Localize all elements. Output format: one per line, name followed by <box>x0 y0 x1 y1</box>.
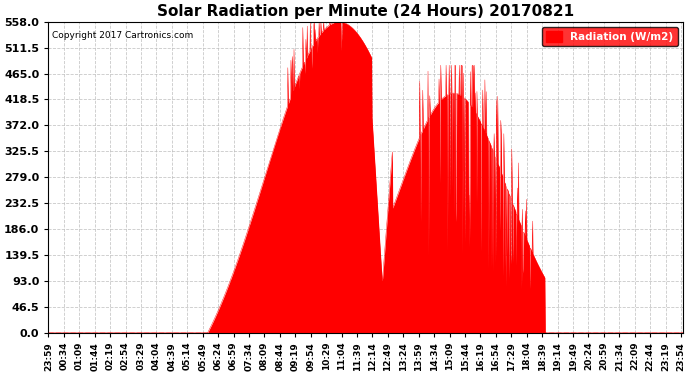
Legend: Radiation (W/m2): Radiation (W/m2) <box>542 27 678 46</box>
Title: Solar Radiation per Minute (24 Hours) 20170821: Solar Radiation per Minute (24 Hours) 20… <box>157 4 574 19</box>
Text: Copyright 2017 Cartronics.com: Copyright 2017 Cartronics.com <box>52 31 193 40</box>
